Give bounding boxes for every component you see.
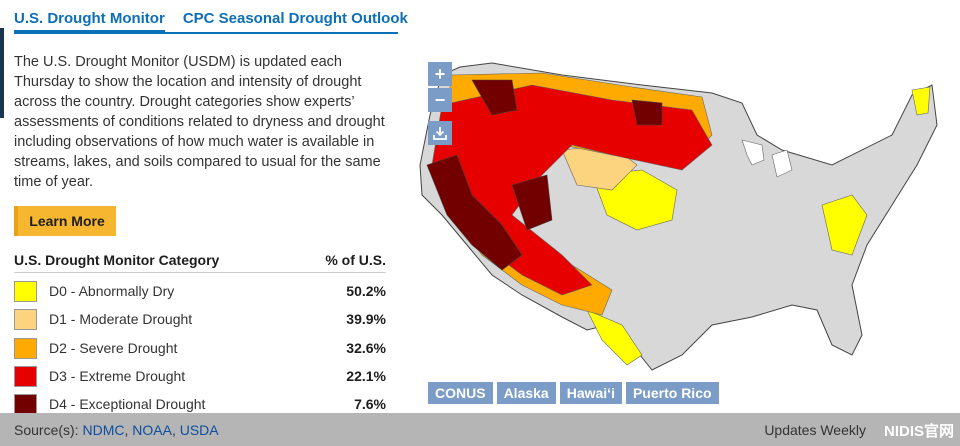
great-lakes (741, 139, 765, 166)
updates-text: Updates Weekly (764, 421, 866, 438)
region-button-alaska[interactable]: Alaska (496, 382, 556, 404)
d0-area (911, 86, 931, 116)
d0-area (821, 194, 868, 256)
legend-divider (14, 272, 386, 273)
legend-label: D0 - Abnormally Dry (49, 283, 175, 299)
zoom-control: + − (428, 62, 452, 112)
legend-pct: 39.9% (346, 311, 386, 327)
legend-header-category: U.S. Drought Monitor Category (14, 252, 220, 268)
legend-pct: 22.1% (346, 368, 386, 384)
legend-row-d4: D4 - Exceptional Drought 7.6% (14, 393, 386, 415)
d0-area (586, 309, 643, 366)
legend-label: D4 - Exceptional Drought (49, 396, 206, 412)
d4-area (426, 154, 523, 271)
legend-label: D3 - Extreme Drought (49, 368, 186, 384)
source-link-ndmc[interactable]: NDMC (82, 421, 125, 438)
legend-swatch (14, 337, 37, 359)
zoom-out-button[interactable]: − (428, 88, 452, 112)
legend-pct: 7.6% (354, 396, 386, 412)
region-button-puerto-rico[interactable]: Puerto Rico (625, 382, 719, 404)
legend-row-d3: D3 - Extreme Drought 22.1% (14, 365, 386, 387)
legend-header: U.S. Drought Monitor Category % of U.S. (14, 252, 386, 268)
learn-more-button[interactable]: Learn More (14, 206, 116, 236)
d4-area (471, 79, 518, 116)
footer: Source(s): NDMC, NOAA, USDA Updates Week… (0, 413, 960, 446)
accent-bar (0, 28, 4, 118)
legend-row-d2: D2 - Severe Drought 32.6% (14, 337, 386, 359)
region-button-hawaii[interactable]: Hawaiʻi (559, 382, 622, 404)
tab-underline (14, 32, 398, 34)
download-button[interactable] (428, 121, 452, 145)
legend-swatch (14, 280, 37, 302)
legend-row-d1: D1 - Moderate Drought 39.9% (14, 308, 386, 330)
drought-map[interactable] (412, 55, 960, 375)
legend-pct: 32.6% (346, 340, 386, 356)
source-link-noaa[interactable]: NOAA (132, 421, 172, 438)
sources: Source(s): NDMC, NOAA, USDA (14, 421, 219, 438)
legend-swatch (14, 308, 37, 330)
tab-us-drought-monitor[interactable]: U.S. Drought Monitor (14, 10, 165, 32)
source-link-usda[interactable]: USDA (179, 421, 219, 438)
region-buttons: CONUS Alaska Hawaiʻi Puerto Rico (428, 382, 719, 404)
watermark: NIDIS官网 (883, 423, 954, 440)
great-lakes (771, 149, 793, 178)
region-button-conus[interactable]: CONUS (428, 382, 493, 404)
legend-swatch (14, 365, 37, 387)
d4-area (511, 174, 553, 231)
tab-cpc-seasonal-outlook[interactable]: CPC Seasonal Drought Outlook (182, 10, 408, 27)
legend-label: D2 - Severe Drought (49, 340, 178, 356)
legend-label: D1 - Moderate Drought (49, 311, 193, 327)
description-text: The U.S. Drought Monitor (USDM) is updat… (14, 54, 385, 190)
d4-area (631, 99, 663, 126)
legend-pct: 50.2% (346, 283, 386, 299)
zoom-in-button[interactable]: + (428, 62, 452, 86)
sources-prefix: Source(s): (14, 421, 79, 438)
legend-header-pct: % of U.S. (325, 252, 386, 268)
legend-row-d0: D0 - Abnormally Dry 50.2% (14, 280, 386, 302)
download-icon (433, 127, 447, 140)
legend-swatch (14, 393, 37, 415)
tab-bar: U.S. Drought Monitor CPC Seasonal Drough… (14, 10, 408, 32)
